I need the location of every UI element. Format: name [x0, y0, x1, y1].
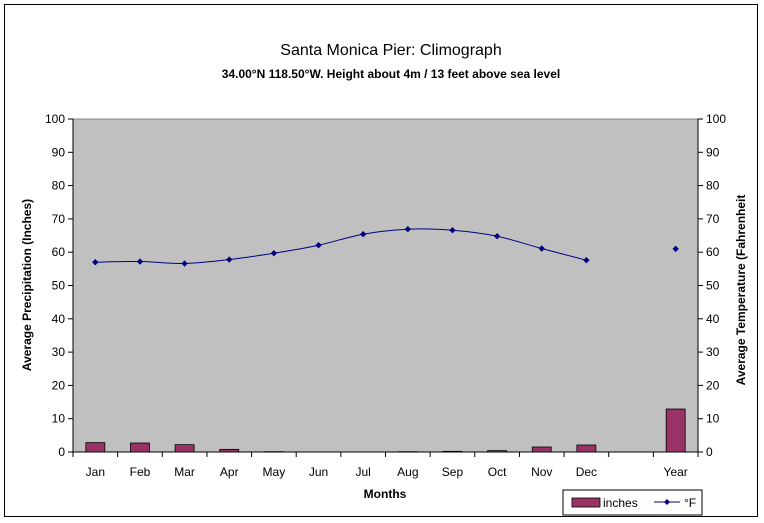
precipitation-bar: [488, 451, 507, 452]
right-tick-label: 40: [706, 312, 720, 326]
left-tick-label: 50: [52, 279, 66, 293]
x-tick-label: Oct: [488, 465, 507, 479]
legend-inches-label: inches: [603, 496, 638, 510]
x-tick-label: Mar: [174, 465, 195, 479]
right-tick-label: 60: [706, 245, 720, 259]
climograph-chart: Santa Monica Pier: Climograph 34.00°N 11…: [5, 5, 759, 518]
x-tick-label: Apr: [220, 465, 239, 479]
x-tick-label: Year: [664, 465, 688, 479]
left-tick-label: 10: [52, 412, 66, 426]
right-axis-title: Average Temperature (Fahrenheit: [734, 195, 748, 386]
precipitation-bar: [220, 449, 239, 452]
precipitation-bar: [86, 443, 105, 452]
x-tick-label: Sep: [442, 465, 464, 479]
precipitation-bar: [666, 409, 685, 452]
right-tick-label: 20: [706, 378, 720, 392]
x-tick-label: Feb: [130, 465, 151, 479]
x-tick-label: Jan: [86, 465, 105, 479]
precipitation-bar: [577, 445, 596, 452]
right-tick-label: 90: [706, 145, 720, 159]
precipitation-bar: [443, 451, 462, 452]
chart-frame: Santa Monica Pier: Climograph 34.00°N 11…: [4, 4, 758, 517]
legend-inches-swatch: [572, 498, 600, 507]
left-axis-title: Average Precipitation (Inches): [20, 199, 34, 371]
right-tick-label: 70: [706, 212, 720, 226]
left-tick-label: 100: [45, 112, 65, 126]
precipitation-bar: [175, 445, 194, 452]
x-tick-label: Dec: [576, 465, 597, 479]
left-tick-label: 30: [52, 345, 66, 359]
precipitation-bar: [130, 443, 149, 452]
precipitation-bar: [532, 447, 551, 452]
left-tick-label: 90: [52, 145, 66, 159]
left-tick-label: 20: [52, 378, 66, 392]
right-tick-label: 10: [706, 412, 720, 426]
x-tick-label: Jun: [309, 465, 328, 479]
x-tick-label: Aug: [397, 465, 418, 479]
right-tick-label: 100: [706, 112, 726, 126]
right-tick-label: 80: [706, 179, 720, 193]
plot-area: [73, 119, 698, 452]
x-tick-label: Jul: [356, 465, 371, 479]
left-axis: 0 10 20 30 40 50 60 70 80 90 100: [45, 112, 73, 459]
right-axis: 0 10 20 30 40 50 60 70 80 90 100: [698, 112, 726, 459]
left-tick-label: 0: [58, 445, 65, 459]
left-tick-label: 60: [52, 245, 66, 259]
left-tick-label: 70: [52, 212, 66, 226]
x-axis: Jan Feb Mar Apr May Jun Jul Aug Sep Oct Nov Dec Year: [73, 452, 698, 479]
chart-subtitle: 34.00°N 118.50°W. Height about 4m / 13 f…: [222, 67, 560, 81]
x-tick-label: Nov: [531, 465, 552, 479]
left-tick-label: 40: [52, 312, 66, 326]
right-tick-label: 50: [706, 279, 720, 293]
legend: inches °F: [563, 490, 702, 515]
x-axis-title: Months: [364, 487, 407, 501]
right-tick-label: 30: [706, 345, 720, 359]
right-tick-label: 0: [706, 445, 713, 459]
chart-title: Santa Monica Pier: Climograph: [280, 42, 501, 59]
legend-temperature-label: °F: [684, 496, 696, 510]
x-tick-label: May: [263, 465, 286, 479]
left-tick-label: 80: [52, 179, 66, 193]
